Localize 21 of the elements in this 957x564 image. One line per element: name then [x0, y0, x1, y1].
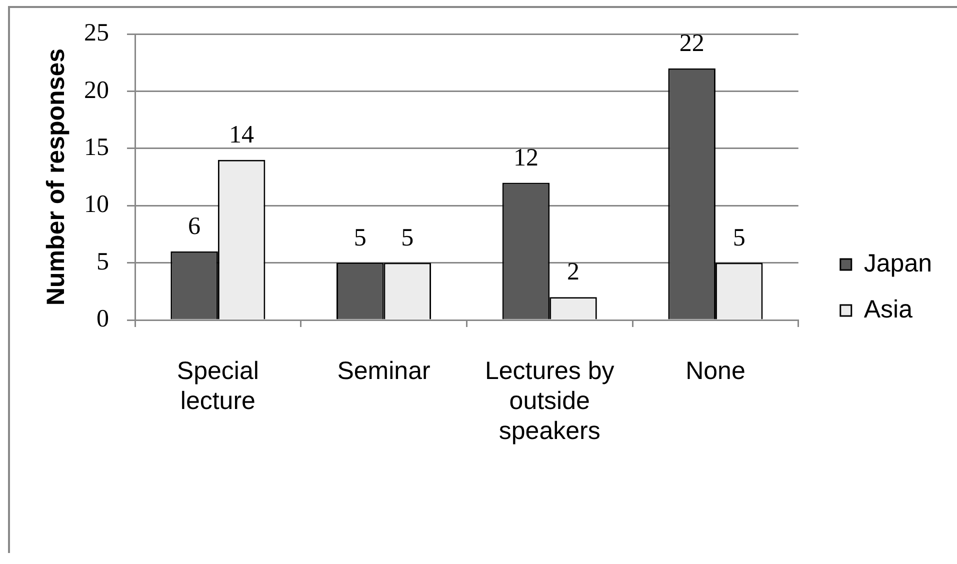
data-label: 6: [188, 212, 201, 240]
y-tick-label: 20: [84, 76, 109, 104]
data-label: 5: [354, 224, 366, 252]
legend-label: Asia: [864, 295, 913, 324]
legend-label: Japan: [864, 249, 932, 278]
y-tick-label: 10: [84, 191, 109, 218]
y-tick-label: 15: [84, 134, 109, 161]
x-tick-label: None: [686, 356, 746, 385]
data-label: 12: [513, 144, 538, 172]
data-label: 5: [401, 224, 414, 252]
data-label: 2: [567, 258, 580, 286]
data-label: 5: [732, 224, 746, 252]
y-tick-label: 0: [96, 306, 109, 333]
y-tick-label: 25: [84, 20, 109, 47]
y-tick-label: 5: [96, 248, 109, 276]
x-tick-label: Special lecture: [176, 356, 259, 415]
y-axis-title: Number of responses: [42, 48, 70, 306]
x-tick-label: Seminar: [337, 356, 430, 385]
data-label: 22: [679, 30, 704, 57]
data-label: 14: [229, 121, 255, 148]
x-tick-label: Lectures by outside speakers: [484, 356, 615, 445]
